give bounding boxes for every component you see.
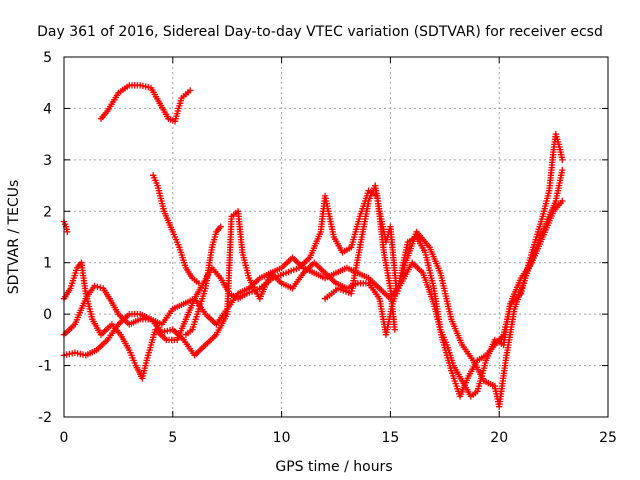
series-arc-8 — [321, 166, 566, 410]
y-tick-label: 1 — [43, 256, 52, 272]
y-tick-label: 5 — [43, 50, 52, 66]
data-point-plus — [559, 197, 566, 205]
series-arc-5 — [150, 172, 203, 287]
x-tick-label: 25 — [599, 430, 617, 446]
data-point-plus — [559, 166, 566, 174]
chart-title: Day 361 of 2016, Sidereal Day-to-day VTE… — [37, 24, 603, 40]
grid-lines — [64, 57, 608, 417]
data-point-plus — [391, 326, 398, 333]
data-point-plus — [217, 223, 224, 230]
data-point-plus — [64, 228, 71, 236]
data-point-plus — [91, 282, 98, 290]
x-tick-label: 10 — [273, 430, 291, 446]
y-tick-label: 2 — [43, 204, 52, 220]
data-point-plus — [195, 280, 203, 287]
y-axis: -2 -1 0 1 2 3 4 5 — [38, 50, 608, 426]
data-point-plus — [559, 156, 566, 164]
x-tick-label: 0 — [60, 430, 69, 446]
x-tick-label: 20 — [490, 430, 508, 446]
y-tick-label: 3 — [43, 153, 52, 169]
data-point-plus — [97, 284, 104, 291]
x-axis: 0 5 10 15 20 25 — [60, 57, 617, 446]
data-point-plus — [94, 283, 101, 290]
data-point-plus — [187, 87, 194, 94]
y-tick-label: 0 — [43, 307, 52, 323]
y-tick-label: -2 — [38, 410, 52, 426]
plot-frame — [63, 56, 609, 418]
y-tick-label: -1 — [38, 359, 52, 375]
x-tick-label: 15 — [381, 430, 399, 446]
x-tick-label: 5 — [168, 430, 177, 446]
x-axis-label: GPS time / hours — [275, 459, 392, 475]
series-arc-6 — [60, 130, 566, 400]
series-arc-2 — [97, 82, 194, 125]
data-series-layer — [60, 82, 566, 410]
series-arc-7 — [182, 223, 224, 338]
y-tick-label: 4 — [43, 101, 52, 117]
y-axis-label: SDTVAR / TECUs — [6, 180, 22, 295]
